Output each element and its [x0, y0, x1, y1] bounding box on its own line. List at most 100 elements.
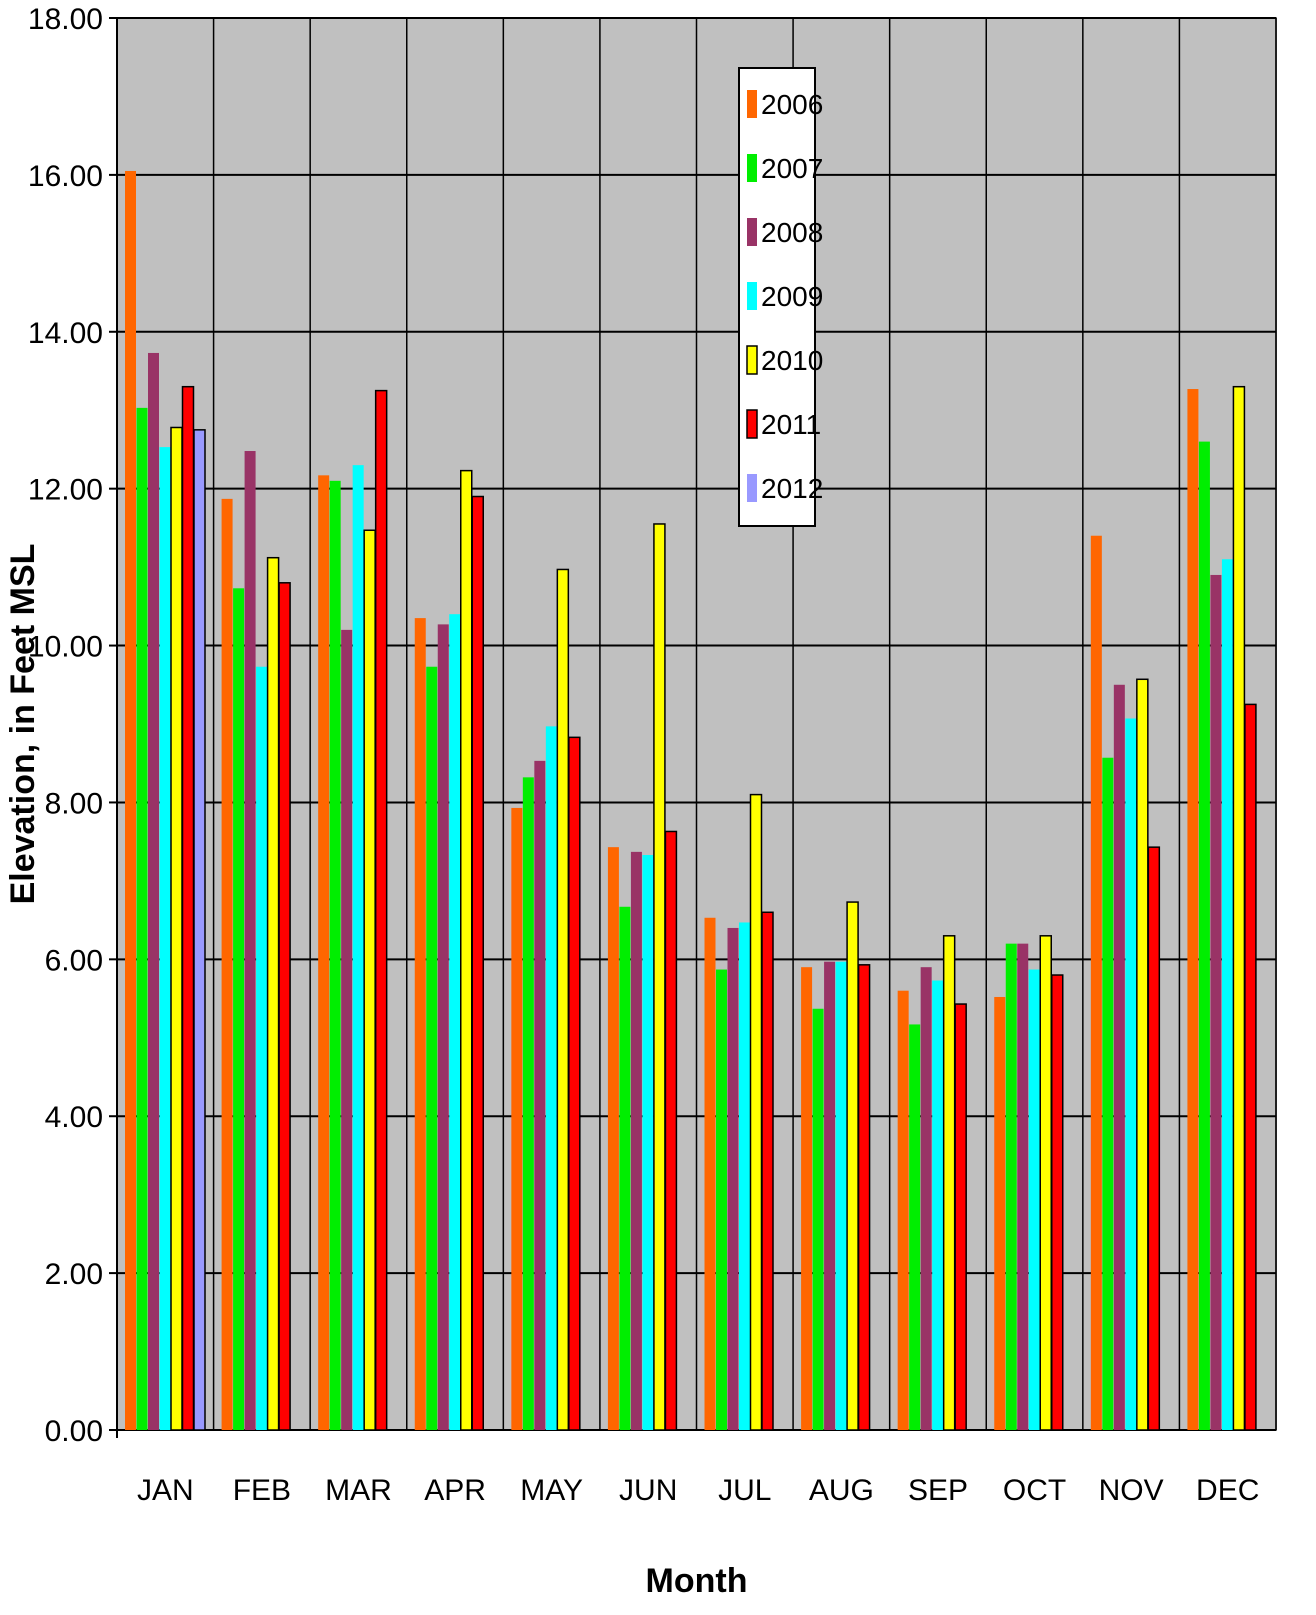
- bar-2008-aug: [824, 961, 836, 1430]
- bar-2010-may: [556, 568, 570, 1431]
- bar-2007-mar: [329, 480, 341, 1430]
- legend-label: 2011: [761, 409, 821, 440]
- y-axis-title: Elevation, in Feet MSL: [4, 544, 42, 905]
- bar-2011-feb: [278, 582, 291, 1431]
- bar-2011-aug: [857, 964, 871, 1431]
- bar-2008-feb: [244, 451, 256, 1431]
- x-tick-label: JUL: [718, 1474, 771, 1507]
- bar-2006-jun: [607, 847, 619, 1430]
- y-tick-label: 4.00: [45, 1101, 103, 1134]
- bar-2008-mar: [341, 629, 353, 1430]
- legend-swatch-2008: [747, 218, 757, 246]
- x-tick-label: MAY: [520, 1474, 583, 1507]
- y-tick-label: 16.00: [28, 160, 103, 193]
- bar-2012-jan: [193, 429, 206, 1431]
- x-tick-label: JUN: [619, 1474, 677, 1507]
- y-tick-label: 8.00: [45, 787, 103, 820]
- bar-2006-oct: [994, 996, 1006, 1430]
- bar-2006-may: [511, 807, 523, 1430]
- bar-2009-mar: [352, 465, 364, 1431]
- bar-2007-dec: [1198, 441, 1210, 1431]
- bar-2010-mar: [363, 529, 376, 1431]
- legend-swatch-2011: [746, 409, 758, 439]
- x-tick-label: AUG: [809, 1474, 874, 1507]
- bar-2010-jul: [749, 793, 763, 1431]
- x-tick-label: MAR: [325, 1474, 392, 1507]
- bar-2010-aug: [846, 901, 859, 1431]
- bar-2007-apr: [426, 666, 438, 1430]
- x-tick-label: DEC: [1196, 1474, 1259, 1507]
- legend-swatch-2012: [747, 474, 757, 502]
- bar-2008-jul: [727, 927, 739, 1430]
- bar-2009-jul: [739, 922, 750, 1430]
- y-axis-ticks: 0.00 2.00 4.00 6.00 8.00 10.00 12.00 14.00 16.00…: [28, 3, 117, 1448]
- y-tick-label: 0.00: [45, 1415, 103, 1448]
- x-tick-label: APR: [424, 1474, 486, 1507]
- bar-2010-jun: [653, 523, 666, 1431]
- bar-2010-sep: [942, 935, 956, 1431]
- y-tick-label: 2.00: [45, 1258, 103, 1291]
- legend-label: 2007: [761, 153, 823, 184]
- y-tick-label: 10.00: [28, 631, 103, 664]
- bar-2010-nov: [1136, 678, 1149, 1431]
- bar-2008-oct: [1017, 943, 1029, 1430]
- bar-2009-jun: [642, 855, 654, 1430]
- gridlines: [116, 17, 1277, 1438]
- bar-2008-sep: [920, 967, 932, 1430]
- bar-2006-apr: [414, 618, 426, 1430]
- bars: [125, 170, 1257, 1431]
- bar-2009-sep: [932, 980, 944, 1430]
- legend-swatch-2009: [747, 282, 757, 310]
- bar-2006-dec: [1187, 389, 1199, 1430]
- x-axis-title: Month: [646, 1562, 748, 1600]
- bar-2009-apr: [449, 614, 461, 1430]
- bar-2009-oct: [1028, 969, 1040, 1430]
- bar-2009-jan: [159, 447, 171, 1430]
- x-tick-label: OCT: [1003, 1474, 1066, 1507]
- bar-2007-jan: [136, 407, 148, 1430]
- legend: 2006 2007 2008 2009 2010 2011 2012: [738, 67, 823, 527]
- bar-2011-jun: [664, 830, 678, 1431]
- y-tick-label: 18.00: [28, 3, 103, 36]
- x-tick-label: JAN: [137, 1474, 194, 1507]
- legend-swatch-2010: [746, 345, 758, 375]
- bar-2010-dec: [1232, 385, 1246, 1431]
- bar-2007-may: [522, 777, 534, 1430]
- x-tick-label: FEB: [233, 1474, 291, 1507]
- bar-2010-feb: [266, 556, 280, 1431]
- bar-2006-nov: [1090, 535, 1102, 1430]
- legend-swatch-2007: [747, 154, 757, 182]
- bar-2007-oct: [1005, 943, 1017, 1430]
- bar-2009-aug: [835, 961, 847, 1430]
- bar-2009-nov: [1125, 718, 1137, 1430]
- y-tick-label: 6.00: [45, 944, 103, 977]
- bar-2008-dec: [1210, 574, 1222, 1430]
- bar-2009-feb: [256, 666, 268, 1430]
- bar-2011-mar: [374, 389, 388, 1431]
- bar-2007-aug: [812, 1008, 824, 1430]
- bar-2011-may: [568, 736, 581, 1431]
- bar-2008-apr: [437, 624, 449, 1430]
- y-tick-label: 14.00: [28, 317, 103, 350]
- bar-2006-feb: [221, 498, 233, 1430]
- bar-2007-nov: [1102, 757, 1114, 1430]
- x-axis-ticks: JAN FEB MAR APR MAY JUN JUL AUG SEP OCT NOV DEC: [137, 1474, 1259, 1507]
- bar-2011-sep: [954, 1003, 967, 1431]
- bar-2009-may: [545, 726, 557, 1430]
- bar-2007-sep: [909, 1024, 921, 1430]
- bar-2006-mar: [318, 475, 330, 1430]
- legend-label: 2009: [761, 281, 823, 312]
- bar-2011-oct: [1051, 974, 1064, 1431]
- bar-2011-jan: [181, 385, 195, 1431]
- bar-2011-jul: [761, 911, 774, 1431]
- y-tick-label: 12.00: [28, 474, 103, 507]
- bar-2006-jul: [704, 917, 716, 1430]
- bar-2008-jun: [630, 851, 642, 1430]
- bar-2011-apr: [471, 495, 484, 1431]
- bar-2006-jan: [125, 170, 136, 1430]
- bar-2011-dec: [1244, 703, 1257, 1431]
- x-tick-label: NOV: [1099, 1474, 1164, 1507]
- bar-2009-dec: [1221, 559, 1233, 1430]
